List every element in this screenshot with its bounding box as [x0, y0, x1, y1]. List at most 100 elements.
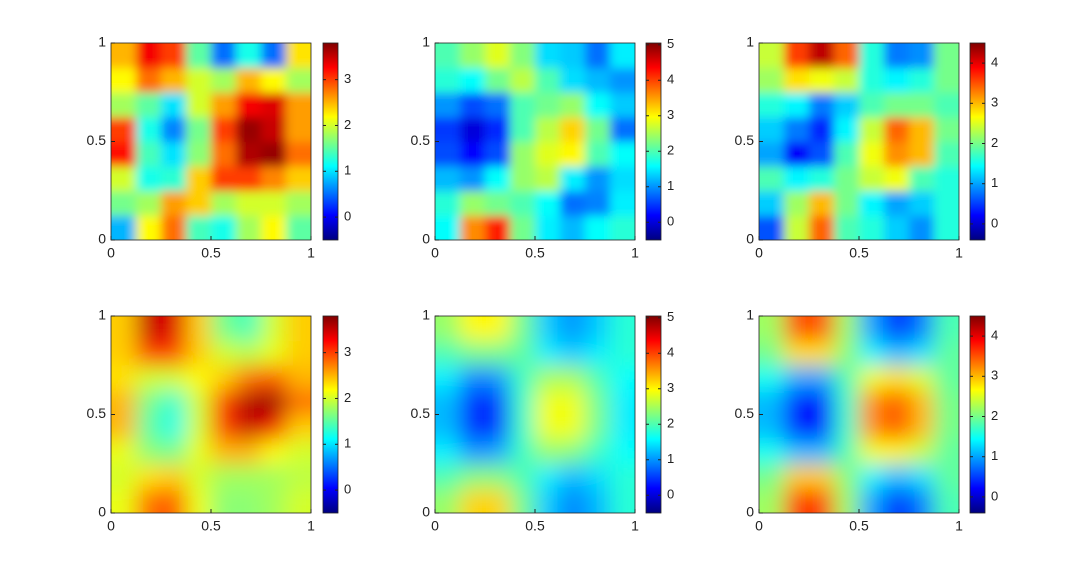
heatmap-cell — [784, 166, 810, 192]
heatmap-cell — [460, 67, 486, 93]
heatmap-cell — [186, 439, 212, 465]
heatmap-cell — [435, 488, 461, 513]
heatmap-cell — [809, 215, 835, 240]
x-tick-label: 1 — [955, 245, 963, 261]
heatmap-cell — [236, 340, 262, 366]
heatmap-cell — [585, 166, 611, 192]
heatmap-cell — [236, 67, 262, 93]
heatmap-cell — [186, 463, 212, 489]
heatmap-cell — [186, 488, 212, 513]
heatmap-cell — [909, 215, 935, 240]
heatmap-cell — [510, 463, 536, 489]
heatmap-cell — [510, 365, 536, 391]
y-tick-label: 0.5 — [735, 405, 755, 421]
y-tick-label: 1 — [746, 307, 754, 323]
heatmap-cell — [186, 92, 212, 118]
heatmap-cell — [834, 67, 860, 93]
heatmap-cell — [884, 92, 910, 118]
heatmap-cell — [286, 389, 311, 415]
heatmap-cell — [934, 166, 959, 192]
heatmap-cell — [585, 414, 611, 440]
heatmap-cell — [485, 116, 511, 142]
heatmap-cell — [610, 92, 635, 118]
heatmap-cell — [435, 141, 461, 167]
x-tick-label: 0 — [431, 245, 439, 261]
heatmap-cell — [236, 92, 262, 118]
heatmap-cell — [535, 92, 561, 118]
plot-area — [435, 43, 635, 240]
heatmap-cell — [111, 414, 137, 440]
heatmap-cell — [485, 488, 511, 513]
y-tick-label: 0.5 — [87, 405, 107, 421]
colorbar-tick-label: 4 — [667, 72, 674, 87]
heatmap-cell — [136, 488, 162, 513]
heatmap-cell — [460, 463, 486, 489]
heatmap-cell — [186, 414, 212, 440]
heatmap-cell — [460, 488, 486, 513]
colorbar-tick-label: 2 — [667, 416, 674, 431]
heatmap-cell — [884, 116, 910, 142]
heatmap-cell — [909, 488, 935, 513]
heatmap-cell — [535, 463, 561, 489]
heatmap-cell — [610, 463, 635, 489]
heatmap-cell — [909, 463, 935, 489]
heatmap-cell — [261, 116, 287, 142]
x-tick-label: 0.5 — [849, 245, 869, 261]
heatmap-cell — [211, 316, 237, 342]
heatmap-cell — [784, 316, 810, 342]
heatmap-cell — [759, 141, 785, 167]
heatmap-cell — [236, 316, 262, 342]
heatmap-cell — [286, 340, 311, 366]
heatmap-cell — [460, 92, 486, 118]
heatmap-cell — [834, 488, 860, 513]
heatmap-cell — [286, 488, 311, 513]
heatmap-cell — [809, 67, 835, 93]
heatmap-cell — [834, 116, 860, 142]
colorbar-tick-label: 3 — [991, 95, 998, 110]
heatmap-cell — [610, 67, 635, 93]
colorbar-tick-label: 1 — [991, 175, 998, 190]
colorbar — [645, 42, 662, 241]
plot-area — [759, 43, 959, 240]
heatmap-cell — [809, 92, 835, 118]
heatmap-cell — [111, 166, 137, 192]
heatmap — [435, 316, 635, 513]
colorbar — [969, 42, 986, 241]
heatmap-cell — [585, 463, 611, 489]
heatmap-cell — [211, 141, 237, 167]
heatmap-cell — [585, 488, 611, 513]
heatmap-cell — [859, 67, 885, 93]
colorbar-tick-label: 1 — [344, 436, 351, 451]
heatmap-cell — [435, 190, 461, 216]
heatmap-cell — [884, 414, 910, 440]
heatmap-cell — [759, 67, 785, 93]
heatmap-cell — [535, 389, 561, 415]
heatmap-cell — [610, 414, 635, 440]
heatmap-cell — [585, 389, 611, 415]
heatmap-cell — [261, 67, 287, 93]
heatmap-cell — [261, 92, 287, 118]
heatmap-cell — [236, 463, 262, 489]
heatmap-cell — [435, 92, 461, 118]
heatmap-cell — [211, 215, 237, 240]
colorbar-tick-label: 3 — [344, 344, 351, 359]
heatmap-cell — [859, 414, 885, 440]
x-tick-label: 1 — [955, 518, 963, 534]
heatmap-cell — [286, 365, 311, 391]
heatmap-cell — [236, 190, 262, 216]
heatmap-cell — [435, 389, 461, 415]
heatmap-cell — [759, 488, 785, 513]
heatmap-cell — [934, 365, 959, 391]
heatmap-cell — [435, 340, 461, 366]
heatmap-cell — [784, 439, 810, 465]
heatmap-cell — [884, 141, 910, 167]
heatmap-cell — [236, 439, 262, 465]
heatmap-cell — [161, 488, 187, 513]
colorbar — [322, 42, 339, 241]
heatmap-cell — [535, 190, 561, 216]
heatmap-cell — [111, 463, 137, 489]
heatmap-cell — [934, 488, 959, 513]
heatmap-cell — [111, 67, 137, 93]
heatmap-cell — [510, 340, 536, 366]
